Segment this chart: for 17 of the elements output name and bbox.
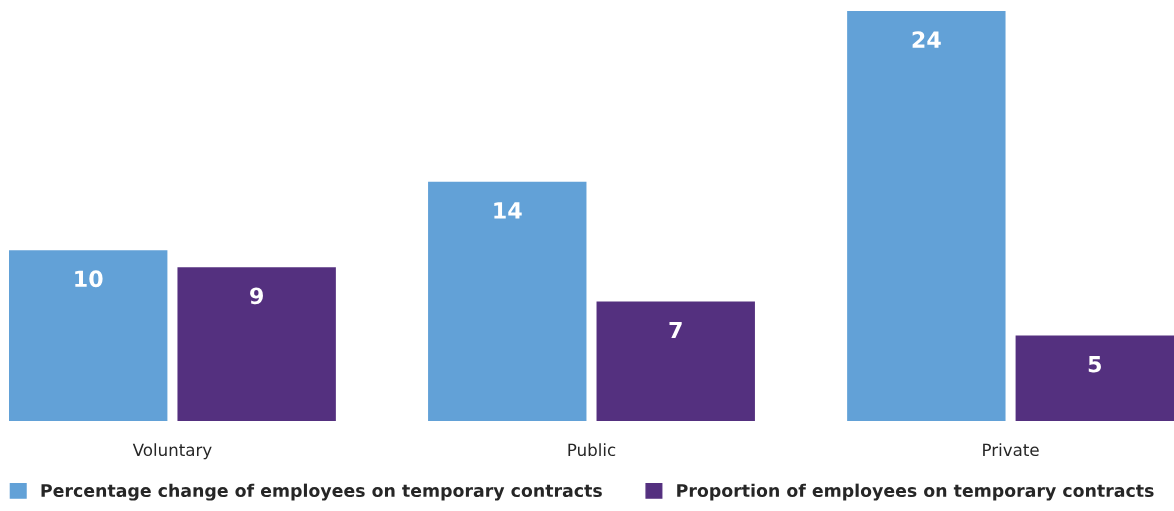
bar xyxy=(847,11,1006,421)
bar xyxy=(177,267,336,421)
data-label: 9 xyxy=(250,287,263,305)
data-label: 7 xyxy=(669,321,682,339)
bar xyxy=(596,301,755,421)
x-tick-label: Private xyxy=(983,443,1039,457)
x-tick-label: Voluntary xyxy=(132,443,212,460)
x-tick-label: Public xyxy=(568,443,616,457)
bar xyxy=(9,250,168,421)
data-label: 5 xyxy=(1088,356,1101,373)
data-label: 10 xyxy=(75,270,103,288)
legend-label: Proportion of employees on temporary contracts xyxy=(677,483,1154,501)
data-label: 24 xyxy=(912,31,941,48)
data-label: 14 xyxy=(494,202,522,219)
bar xyxy=(428,181,587,421)
legend-label: Percentage change of employees on temporary contracts xyxy=(41,483,602,501)
bar xyxy=(1015,335,1174,421)
